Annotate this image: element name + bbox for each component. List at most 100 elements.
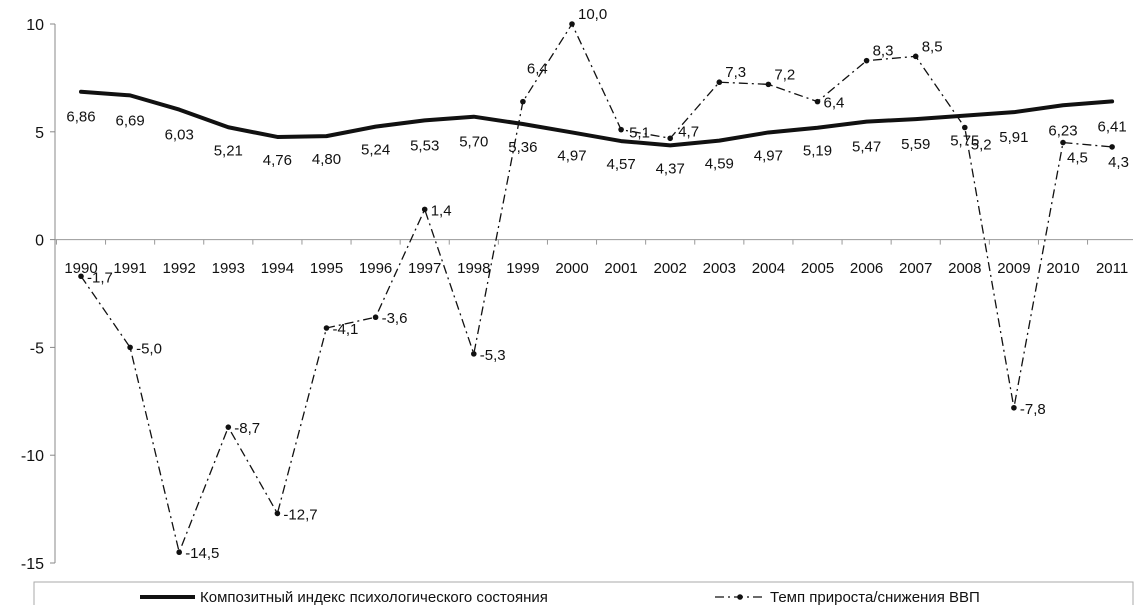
gdp-growth-point [1060, 139, 1066, 146]
gdp-growth-point [176, 549, 182, 556]
series-composite-index-line [79, 89, 1115, 148]
composite-index-point [816, 126, 819, 130]
gdp-growth-point [569, 21, 575, 27]
gdp-growth-point [274, 510, 281, 517]
gdp-growth-point [667, 135, 673, 142]
x-tick-label: 1995 [310, 260, 343, 277]
x-tick-label: 2000 [555, 260, 588, 277]
y-tick-label: -10 [21, 448, 44, 465]
gdp-growth-point [962, 124, 968, 131]
composite-index-data-label: 5,47 [852, 139, 881, 156]
y-tick-label: 10 [26, 17, 44, 34]
composite-index-point [766, 130, 770, 134]
gdp-growth-point [520, 98, 526, 105]
x-tick-label: 1993 [212, 260, 245, 277]
composite-index-point [325, 134, 328, 138]
gdp-growth-data-label: -3,6 [382, 310, 408, 327]
composite-index-data-label: 4,80 [312, 151, 341, 168]
composite-index-point [717, 139, 721, 143]
x-tick-label: 1997 [408, 260, 441, 277]
gdp-growth-data-label: -14,5 [185, 545, 219, 562]
gdp-growth-data-label: 6,4 [824, 95, 845, 112]
x-tick-label: 2008 [948, 260, 981, 277]
composite-index-point [423, 118, 427, 122]
x-tick-label: 2009 [997, 260, 1030, 277]
y-tick-label: 0 [35, 233, 44, 250]
legend-box [33, 581, 1134, 605]
gdp-growth-point [1011, 404, 1017, 411]
legend-composite-index-label: Композитный индекс психологического сост… [200, 589, 548, 605]
gdp-growth-point [912, 53, 919, 60]
gdp-growth-point [814, 98, 821, 105]
series-gdp-growth-line [80, 22, 1113, 555]
composite-index-point [226, 125, 230, 129]
gdp-growth-data-label: 8,5 [922, 38, 943, 55]
gdp-growth-data-label: -5,3 [480, 347, 506, 364]
gdp-growth-data-label: -12,7 [283, 506, 317, 523]
composite-index-data-label: 5,24 [361, 142, 390, 159]
y-tick-label: -5 [30, 340, 44, 357]
composite-index-data-label: 6,03 [165, 127, 194, 144]
y-tick-label: -15 [21, 556, 44, 573]
composite-index-point [177, 108, 181, 112]
gdp-growth-point [127, 344, 133, 351]
legend-gdp-growth-marker [737, 594, 743, 600]
gdp-growth-data-label: 5,2 [971, 136, 992, 153]
composite-index-data-label: 4,76 [263, 152, 292, 169]
gdp-growth-data-label: 10,0 [578, 6, 607, 23]
composite-index-point [619, 139, 623, 143]
x-tick-label: 2010 [1046, 260, 1079, 277]
composite-index-point [275, 135, 279, 139]
composite-index-data-label: 5,53 [410, 137, 439, 154]
composite-index-data-label: 5,21 [214, 142, 243, 159]
composite-index-data-label: 5,19 [803, 143, 832, 160]
gdp-growth-data-label: 8,3 [873, 43, 894, 60]
gdp-growth-point [372, 314, 379, 321]
composite-index-data-label: 6,41 [1097, 118, 1126, 135]
composite-index-point [668, 143, 672, 147]
x-tick-label: 2001 [604, 260, 637, 277]
composite-index-point [1110, 99, 1114, 103]
gdp-growth-point [618, 126, 624, 133]
gdp-growth-point [323, 325, 330, 331]
composite-index-point [1061, 103, 1065, 107]
x-tick-label: 1998 [457, 260, 490, 277]
x-tick-label: 1994 [261, 260, 294, 277]
gdp-growth-point [1109, 144, 1115, 150]
composite-index-data-label: 4,97 [557, 147, 586, 164]
gdp-growth-point [863, 57, 870, 64]
gdp-growth-data-label: 4,5 [1067, 150, 1088, 167]
gdp-growth-point [471, 351, 477, 357]
legend-gdp-growth-label: Темп прироста/снижения ВВП [770, 589, 980, 605]
composite-index-data-label: 4,57 [606, 156, 635, 173]
gdp-growth-data-label: -7,8 [1020, 401, 1046, 418]
gdp-growth-data-label: 7,2 [774, 66, 795, 83]
gdp-growth-point [421, 206, 428, 213]
composite-index-point [472, 115, 476, 119]
composite-index-data-label: 5,36 [508, 139, 537, 156]
composite-index-data-label: 6,86 [66, 109, 95, 126]
x-tick-label: 2011 [1096, 260, 1128, 277]
x-tick-label: 1992 [163, 260, 196, 277]
composite-index-data-label: 6,23 [1048, 122, 1077, 139]
composite-index-point [374, 125, 378, 129]
composite-index-point [521, 122, 525, 126]
gdp-growth-data-label: 1,4 [431, 202, 452, 219]
composite-index-point [865, 120, 869, 124]
composite-index-point [570, 130, 574, 134]
composite-index-data-label: 4,59 [705, 156, 734, 173]
x-tick-label: 2007 [899, 260, 932, 277]
x-tick-label: 1990 [64, 260, 97, 277]
composite-index-point [914, 117, 918, 121]
composite-index-point [1012, 110, 1016, 114]
composite-index-point [128, 93, 132, 97]
x-tick-label: 2006 [850, 260, 883, 277]
gdp-growth-data-label: 5,1 [629, 125, 650, 142]
x-tick-label: 1991 [113, 260, 146, 277]
composite-index-data-label: 4,37 [656, 160, 685, 177]
x-tick-label: 2003 [703, 260, 736, 277]
x-tick-label: 2002 [654, 260, 687, 277]
x-tick-label: 1996 [359, 260, 392, 277]
x-tick-label: 2005 [801, 260, 834, 277]
